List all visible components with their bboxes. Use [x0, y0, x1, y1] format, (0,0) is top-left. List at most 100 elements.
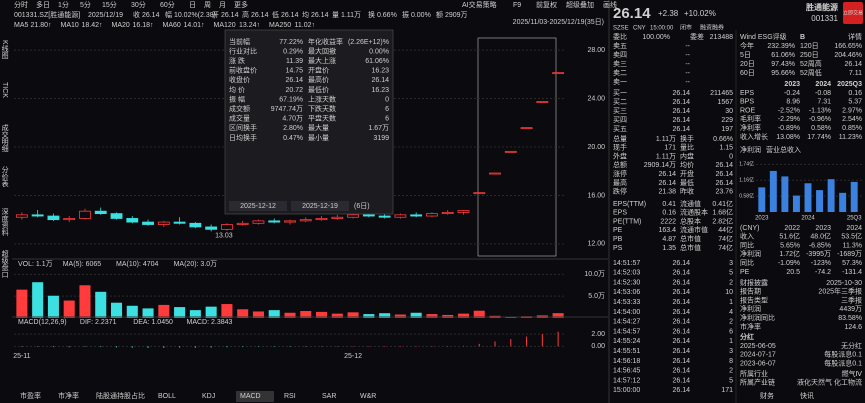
end-date[interactable]: 2025-12-19: [302, 203, 338, 210]
tick-qty: 1: [729, 338, 733, 345]
revenue-bar: [792, 195, 800, 212]
candle-body: [63, 218, 76, 221]
tool-button[interactable]: AI交易策略: [462, 0, 497, 9]
indicator-tab[interactable]: W&R: [360, 393, 376, 400]
popup-value: 3199: [373, 135, 389, 142]
tool-button[interactable]: 超级叠加: [566, 0, 594, 9]
annual-cell: PE: [740, 269, 750, 276]
indicator-tab[interactable]: BOLL: [158, 393, 176, 400]
trade-label[interactable]: 立即交易: [843, 9, 863, 16]
stats-cell: 2909.14万: [644, 161, 676, 169]
indicator-tab[interactable]: 陆股通持股占比: [96, 391, 145, 400]
volume-bar: [316, 311, 328, 318]
candle-body: [189, 222, 202, 228]
y-tick-label: 0.58亿: [739, 192, 754, 199]
tick-price: 26.14: [672, 319, 690, 326]
industry-cell: 所属行业: [740, 369, 768, 378]
tool-button[interactable]: F9: [513, 2, 521, 9]
annual-cell: 5.65%: [780, 242, 800, 249]
trade-button[interactable]: [843, 2, 863, 24]
footer-tab[interactable]: 财务: [760, 391, 774, 400]
popup-value: 6: [385, 116, 389, 123]
side-tab[interactable]: 深度资料: [1, 207, 9, 237]
fin-cell: EPS: [740, 90, 754, 97]
tick-price: 26.14: [672, 377, 690, 384]
book-price: --: [685, 43, 690, 50]
fin-cell: 5.37: [848, 99, 862, 106]
indicator-tab[interactable]: KDJ: [202, 393, 215, 400]
report-cell: 2025-10-30: [826, 280, 862, 287]
fund_right-cell: 0.41亿: [712, 199, 733, 208]
period-tab[interactable]: 1分: [58, 0, 69, 9]
period-tab[interactable]: 分时: [14, 0, 28, 9]
quote-field: 幅 10.02%(2.38): [165, 10, 216, 19]
indicator-legend: MA(5): 6065: [63, 261, 102, 268]
side-tab[interactable]: K线图: [1, 40, 9, 60]
tick-time: 14:55:51: [613, 348, 640, 355]
side-tab[interactable]: TICK: [1, 82, 8, 98]
macd-bar: [163, 346, 165, 348]
candle-body: [220, 224, 233, 230]
macd-bar: [321, 346, 323, 347]
side-tab[interactable]: 成交明细: [1, 123, 9, 153]
period-tab[interactable]: 5分: [80, 0, 91, 9]
macd-bar: [447, 346, 449, 347]
stats-cell: 开盘: [680, 169, 694, 178]
indicator-legend: MACD(12,26,9): [18, 319, 67, 326]
dividends-cell: 无分红: [841, 341, 862, 350]
period-tab[interactable]: 月: [219, 1, 226, 9]
period-tab[interactable]: 更多: [234, 0, 248, 9]
chart-tab[interactable]: 净利润: [740, 145, 761, 154]
fin-cell: -0.96%: [809, 116, 831, 123]
perf-cell: 232.39%: [767, 43, 795, 50]
indicator-tab[interactable]: 市盈率: [20, 391, 41, 400]
quote-field: 低 26.14: [272, 10, 299, 19]
fund_left-cell: 1.35: [662, 245, 676, 252]
candle-body: [157, 221, 170, 225]
perf-cell: 52周高: [800, 59, 822, 68]
start-date[interactable]: 2025-12-12: [240, 203, 276, 210]
perf-cell: 今年: [740, 41, 754, 50]
indicator-tab[interactable]: SAR: [322, 393, 336, 400]
fin-year: 2024: [815, 81, 831, 88]
volume-bar: [32, 282, 44, 318]
period-tab[interactable]: 60分: [160, 0, 175, 9]
indicator-tab[interactable]: MACD: [240, 393, 261, 400]
candle-body: [79, 210, 91, 219]
volume-bar: [394, 314, 406, 318]
volume-bar: [410, 312, 422, 318]
popup-value: 11.39: [286, 58, 303, 65]
chart-tab[interactable]: 营业总收入: [766, 145, 801, 154]
indicator-tab[interactable]: RSI: [284, 393, 296, 400]
fin-year: 2023: [784, 81, 800, 88]
stats-cell: 内盘: [680, 151, 694, 160]
period-tab[interactable]: 多日: [36, 0, 50, 9]
tick-qty: 2: [729, 368, 733, 375]
esg-link[interactable]: 详情: [848, 32, 862, 41]
side-tab[interactable]: 分价表: [1, 165, 9, 188]
volume-bar: [142, 308, 154, 318]
period-tab[interactable]: 15分: [102, 0, 117, 9]
x-tick-label: 2023: [755, 216, 769, 222]
indicator-tab[interactable]: 市净率: [58, 391, 79, 400]
y-tick-label: 2.00: [591, 331, 605, 338]
period-tab[interactable]: 30分: [131, 0, 146, 9]
period-tab[interactable]: 日: [189, 1, 196, 9]
ma-value: 16.18↑: [133, 22, 154, 29]
ma-name: MA120: [214, 22, 236, 29]
report-cell: 市净率: [740, 322, 761, 331]
fin-cell: 0.58%: [811, 125, 831, 132]
annual-cell: -123%: [811, 260, 831, 267]
tool-button[interactable]: 画线: [603, 0, 617, 9]
candle-body: [205, 226, 218, 230]
date-field[interactable]: [291, 201, 349, 211]
fin-cell: 0.85%: [842, 125, 862, 132]
popup-value: 77.22%: [279, 39, 303, 46]
date-field[interactable]: [229, 201, 287, 211]
macd-bar: [336, 346, 338, 347]
tool-button[interactable]: 前复权: [536, 0, 557, 9]
period-tab[interactable]: 周: [204, 1, 211, 9]
annual-cell: -6.85%: [809, 242, 831, 249]
footer-tab[interactable]: 快讯: [800, 391, 814, 400]
side-tab[interactable]: 超级盘口: [1, 249, 9, 278]
